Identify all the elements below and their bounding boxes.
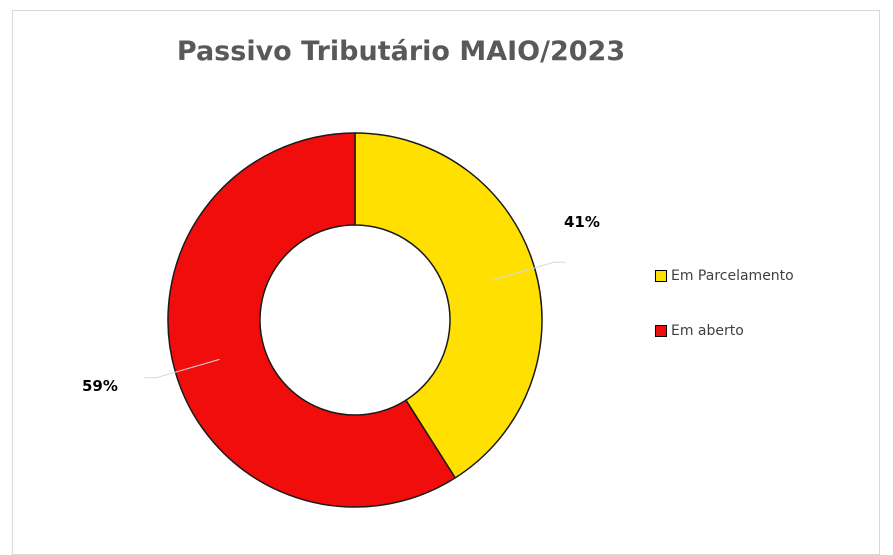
- leader-line-em-aberto: [144, 358, 220, 379]
- legend: Em Parcelamento Em aberto: [655, 262, 794, 372]
- donut-slices: [167, 132, 543, 508]
- leader-lines: [144, 261, 566, 379]
- legend-swatch-em-aberto: [655, 325, 667, 337]
- data-label-em-aberto: 59%: [82, 377, 118, 395]
- legend-swatch-em-parcelamento: [655, 270, 667, 282]
- data-label-em-parcelamento: 41%: [564, 213, 600, 231]
- legend-item-em-parcelamento: Em Parcelamento: [655, 262, 794, 290]
- legend-item-em-aberto: Em aberto: [655, 317, 794, 345]
- legend-label-em-parcelamento: Em Parcelamento: [671, 268, 794, 284]
- donut-slice-em-parcelamento: [354, 132, 543, 479]
- donut-slice-em-aberto: [167, 132, 457, 508]
- legend-label-em-aberto: Em aberto: [671, 323, 744, 339]
- leader-line-em-parcelamento: [490, 261, 566, 282]
- chart-title: Passivo Tributário MAIO/2023: [176, 36, 626, 67]
